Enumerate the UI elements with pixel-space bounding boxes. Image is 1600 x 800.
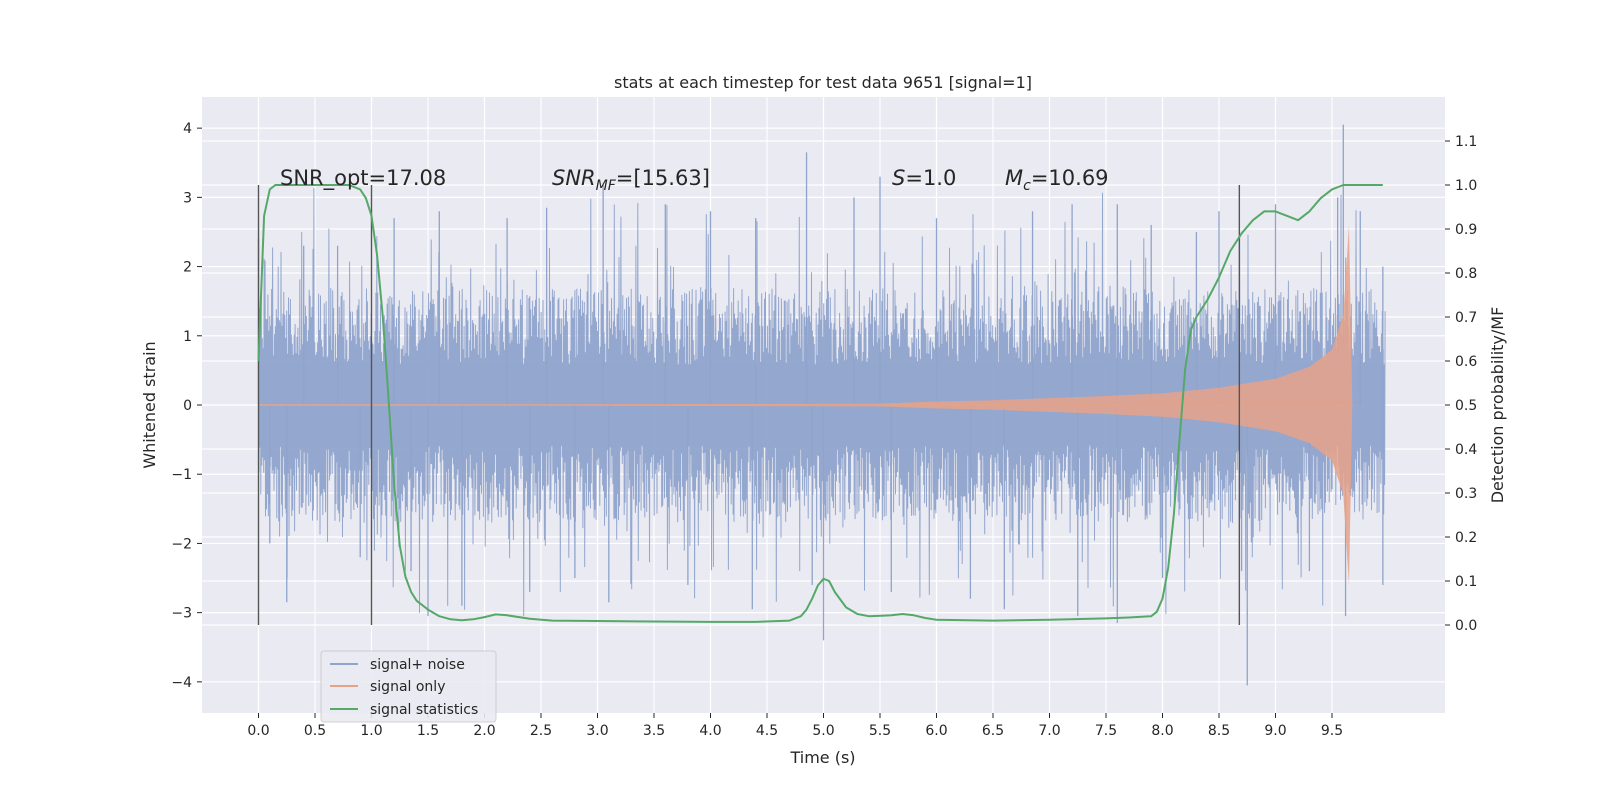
y2-tick-label: 1.0 [1455,178,1477,194]
y-tick-label: −3 [171,606,192,622]
annotation-mc: Mc=10.69 [1005,166,1109,194]
y2-tick-label: 0.3 [1455,486,1477,502]
x-tick-label: 6.5 [982,723,1004,739]
x-tick-label: 8.0 [1151,723,1173,739]
y2-axis-label: Detection probability/MF [1488,307,1507,504]
x-tick-label: 3.0 [586,723,608,739]
legend-label-signal-noise: signal+ noise [370,657,465,673]
annotation-s: S=1.0 [892,166,956,190]
x-tick-label: 8.5 [1208,723,1230,739]
x-tick-label: 4.5 [756,723,778,739]
x-tick-label: 0.5 [304,723,326,739]
x-tick-label: 6.0 [925,723,947,739]
y-tick-label: 0 [183,398,192,414]
y-tick-label: 3 [183,190,192,206]
y2-tick-label: 0.6 [1455,354,1477,370]
x-axis-ticks: 0.0 0.5 1.0 1.5 2.0 2.5 3.0 3.5 4.0 4.5 5.0 5.5 6.0 6… [247,713,1343,739]
series-signal-statistics [257,184,1383,623]
x-tick-label: 3.5 [643,723,665,739]
chart-title: stats at each timestep for test data 965… [614,73,1032,92]
x-tick-label: 0.0 [247,723,269,739]
annotation-s-symbol: S [892,166,905,190]
y2-tick-label: 0.1 [1455,574,1477,590]
y-tick-label: −2 [171,536,192,552]
y2-tick-label: 0.8 [1455,266,1477,282]
x-tick-label: 9.5 [1321,723,1343,739]
legend-box [320,650,497,723]
vertical-markers [257,185,1241,625]
legend-label-signal-statistics: signal statistics [370,702,478,718]
y2-tick-label: 0.7 [1455,310,1477,326]
legend: signal+ noise signal only signal statist… [320,650,497,723]
annotation-mc-symbol: M [1005,166,1023,190]
annotation-snr-opt: SNR_opt=17.08 [280,166,446,191]
annotation-snr-mf: SNRMF=[15.63] [552,166,710,194]
x-tick-label: 5.5 [869,723,891,739]
y2-tick-label: 0.5 [1455,398,1477,414]
annotation-snr-mf-value: =[15.63] [616,166,710,190]
x-tick-label: 5.0 [812,723,834,739]
x-axis-label: Time (s) [789,748,855,767]
x-tick-label: 7.5 [1095,723,1117,739]
annotation-snr-mf-base: SNR [552,166,596,190]
annotation-mc-value: =10.69 [1031,166,1109,190]
y2-tick-label: 0.4 [1455,442,1477,458]
y-axis-ticks: 4 3 2 1 0 −1 −2 −3 −4 [171,121,202,691]
x-tick-label: 1.5 [417,723,439,739]
legend-label-signal-only: signal only [370,679,445,695]
y2-tick-label: 0.9 [1455,222,1477,238]
x-tick-label: 2.5 [530,723,552,739]
annotation-snr-mf-sub: MF [596,178,617,194]
y-tick-label: −4 [171,675,192,691]
y-tick-label: −1 [171,467,192,483]
annotation-s-value: =1.0 [905,166,956,190]
y2-tick-label: 0.2 [1455,530,1477,546]
x-tick-label: 7.0 [1038,723,1060,739]
x-tick-label: 2.0 [473,723,495,739]
y-tick-label: 4 [183,121,192,137]
y-tick-label: 2 [183,260,192,276]
signal-noise-trace [258,187,1386,617]
x-tick-label: 1.0 [360,723,382,739]
y-tick-label: 1 [183,329,192,345]
x-tick-label: 9.0 [1264,723,1286,739]
y2-axis-ticks: 1.1 1.0 0.9 0.8 0.7 0.6 0.5 0.4 0.3 0.2 0.1 0.0 [1445,134,1477,634]
x-tick-label: 4.0 [699,723,721,739]
series-signal-only [258,225,1353,585]
signal-statistics-line [257,184,1383,623]
y2-tick-label: 0.0 [1455,618,1477,634]
annotation-mc-sub: c [1023,178,1031,194]
y-axis-label: Whitened strain [140,341,159,468]
y2-tick-label: 1.1 [1455,134,1477,150]
